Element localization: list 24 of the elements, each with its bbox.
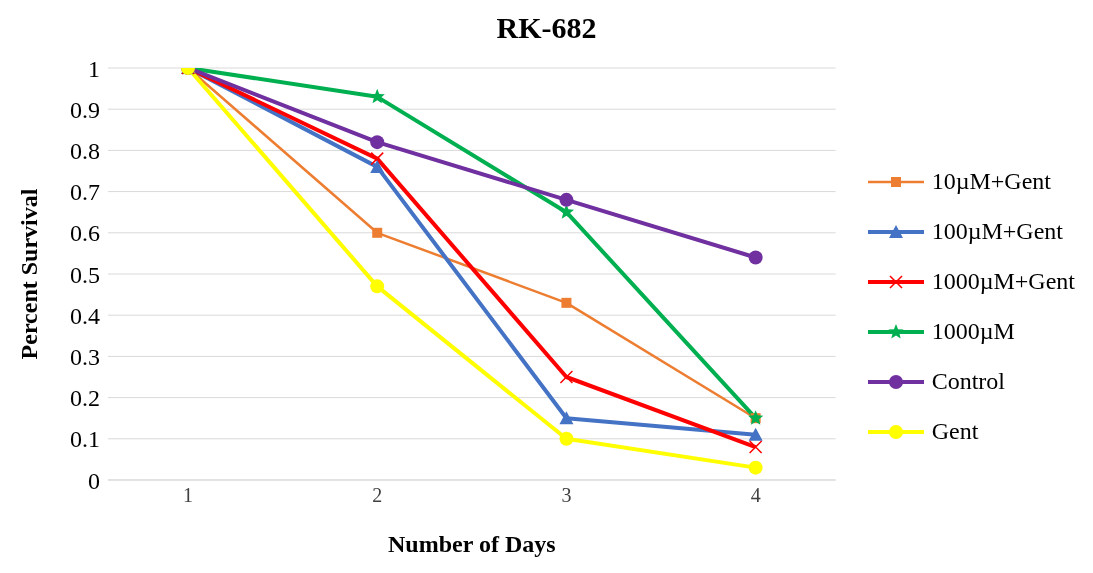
legend-label: Gent — [931, 418, 979, 445]
legend-label: 1000µM — [931, 318, 1015, 345]
y-tick-label: 0.4 — [70, 302, 100, 329]
x-tick-label: 4 — [750, 484, 761, 507]
y-tick-label: 0.6 — [70, 220, 100, 247]
y-axis-title: Percent Survival — [15, 188, 42, 360]
y-tick-label: 0 — [88, 467, 100, 494]
legend-label: 100µM+Gent — [931, 218, 1063, 245]
y-tick-label: 0.5 — [70, 261, 100, 288]
legend-label: 1000µM+Gent — [931, 268, 1075, 295]
x-tick-label: 3 — [561, 484, 572, 507]
x-axis-title: Number of Days — [388, 531, 556, 558]
y-tick-label: 0.3 — [70, 343, 100, 370]
y-tick-label: 0.9 — [70, 96, 100, 123]
y-tick-label: 0.7 — [70, 179, 100, 206]
legend-label: Control — [931, 368, 1005, 395]
chart-title: RK-682 — [495, 10, 598, 46]
y-tick-label: 1 — [88, 55, 100, 82]
legend-label: 10µM+Gent — [931, 168, 1051, 195]
x-tick-label: 2 — [372, 484, 383, 507]
x-tick-label: 1 — [183, 484, 193, 507]
y-tick-label: 0.8 — [70, 137, 100, 164]
y-tick-label: 0.1 — [70, 426, 100, 453]
y-tick-label: 0.2 — [70, 385, 100, 412]
